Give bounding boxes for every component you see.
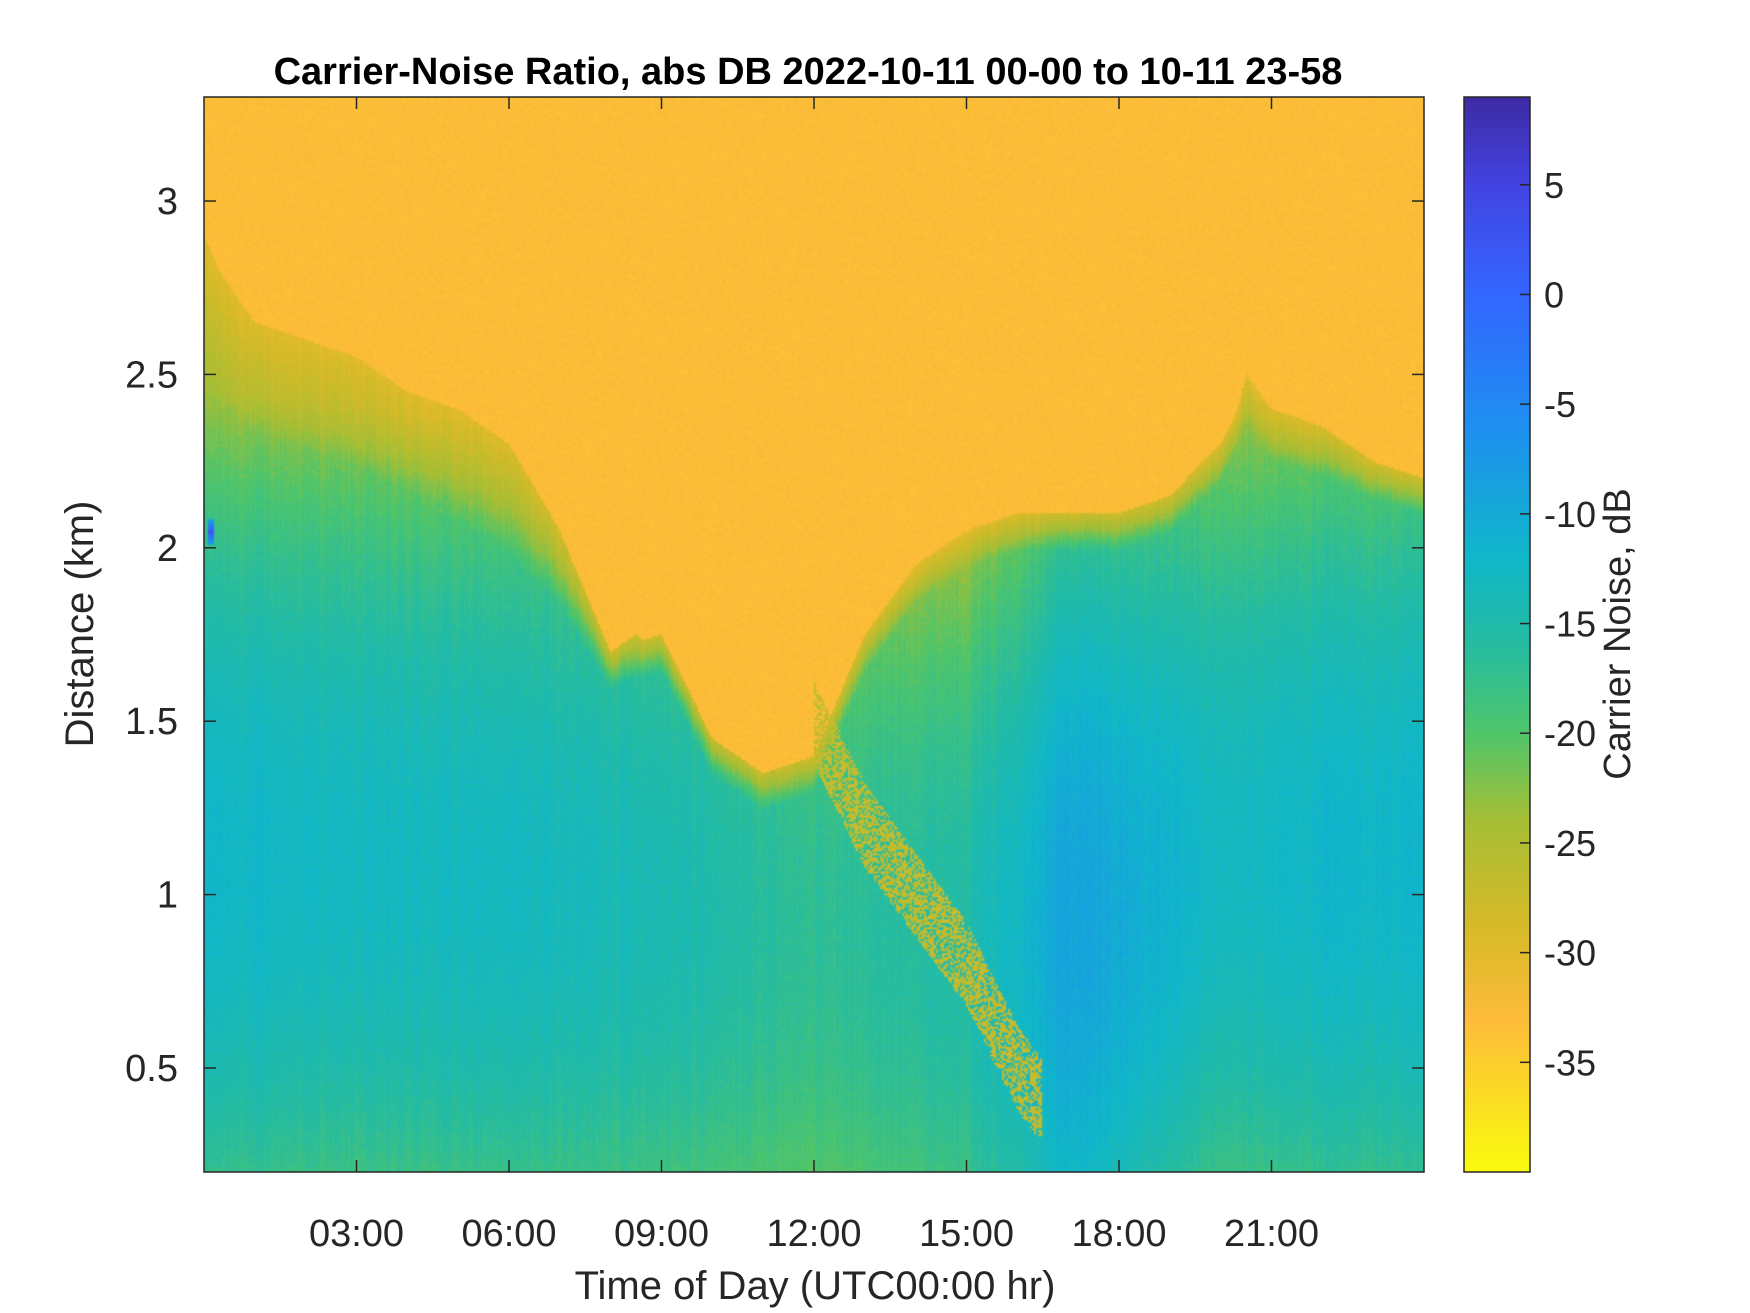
colorbar-tick-label: -30 [1544,933,1596,974]
x-tick-label: 18:00 [1071,1213,1166,1255]
colorbar-tick-label: -25 [1544,823,1596,864]
x-tick-label: 06:00 [461,1213,556,1255]
colorbar-tick-label: -20 [1544,713,1596,754]
colorbar-tick-label: 0 [1544,274,1564,315]
colorbar-tick-label: -15 [1544,604,1596,645]
heatmap-image [204,97,1424,1172]
y-tick-label: 3 [157,181,178,223]
colorbar [1463,96,1531,1173]
colorbar-gradient [1463,96,1531,1173]
colorbar-tick-label: -10 [1544,494,1596,535]
x-axis-label: Time of Day (UTC00:00 hr) [575,1264,1056,1308]
x-tick-label: 09:00 [614,1213,709,1255]
colorbar-tick-label: -5 [1544,384,1576,425]
y-tick-label: 2 [157,528,178,570]
chart-title: Carrier-Noise Ratio, abs DB 2022-10-11 0… [274,51,1343,93]
y-tick-label: 2.5 [125,354,178,396]
colorbar-label: Carrier Noise, dB [1597,488,1639,779]
x-tick-label: 12:00 [766,1213,861,1255]
x-tick-label: 21:00 [1224,1213,1319,1255]
x-tick-label: 03:00 [309,1213,404,1255]
y-axis: 0.5 1 1.5 2 2.5 3 [125,181,1424,1090]
x-tick-label: 15:00 [919,1213,1014,1255]
colorbar-tick-label: -35 [1544,1042,1596,1083]
x-axis: 03:00 06:00 09:00 12:00 15:00 18:00 21:00 [309,97,1319,1255]
y-axis-label: Distance (km) [58,501,102,748]
colorbar-axis: 5 0 -5 -10 -15 -20 -25 -30 -35 [1520,165,1596,1083]
y-tick-label: 0.5 [125,1048,178,1090]
heatmap-plot [203,96,1425,1173]
y-tick-label: 1.5 [125,701,178,743]
y-tick-label: 1 [157,875,178,917]
colorbar-tick-label: 5 [1544,165,1564,206]
